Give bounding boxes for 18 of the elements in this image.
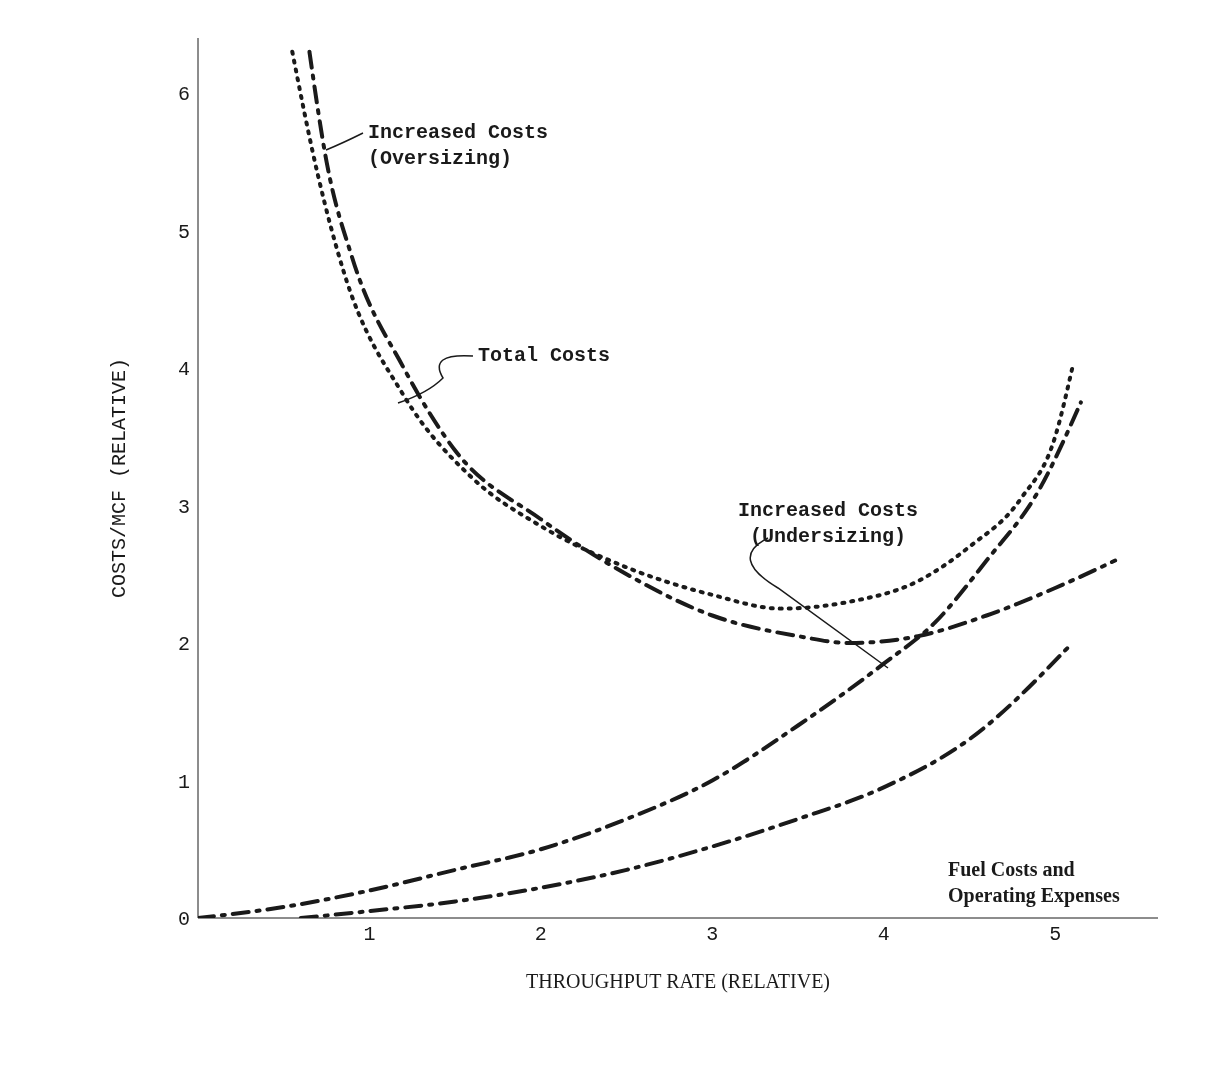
y-tick-label: 5 [177,220,190,244]
y-tick-label: 4 [177,358,190,382]
y-tick-label: 6 [177,83,190,107]
x-axis-title: THROUGHPUT RATE (RELATIVE) [525,970,831,993]
y-axis-title: COSTS/MCF (RELATIVE) [108,357,132,599]
y-tick-label: 1 [177,770,190,794]
x-tick-label: 4 [877,923,890,947]
x-tick-label: 3 [706,923,719,947]
annotation: Increased Costs (Oversizing) [368,120,549,172]
y-tick-label: 0 [177,908,190,932]
annotation: Total Costs [478,343,611,369]
annotation: Increased Costs (Undersizing) [738,498,919,550]
x-tick-label: 2 [534,923,547,947]
x-tick-label: 5 [1049,923,1062,947]
x-tick-label: 1 [363,923,376,947]
y-tick-label: 3 [177,495,190,519]
annotation: Fuel Costs and Operating Expenses [948,857,1120,908]
y-tick-label: 2 [177,633,190,657]
